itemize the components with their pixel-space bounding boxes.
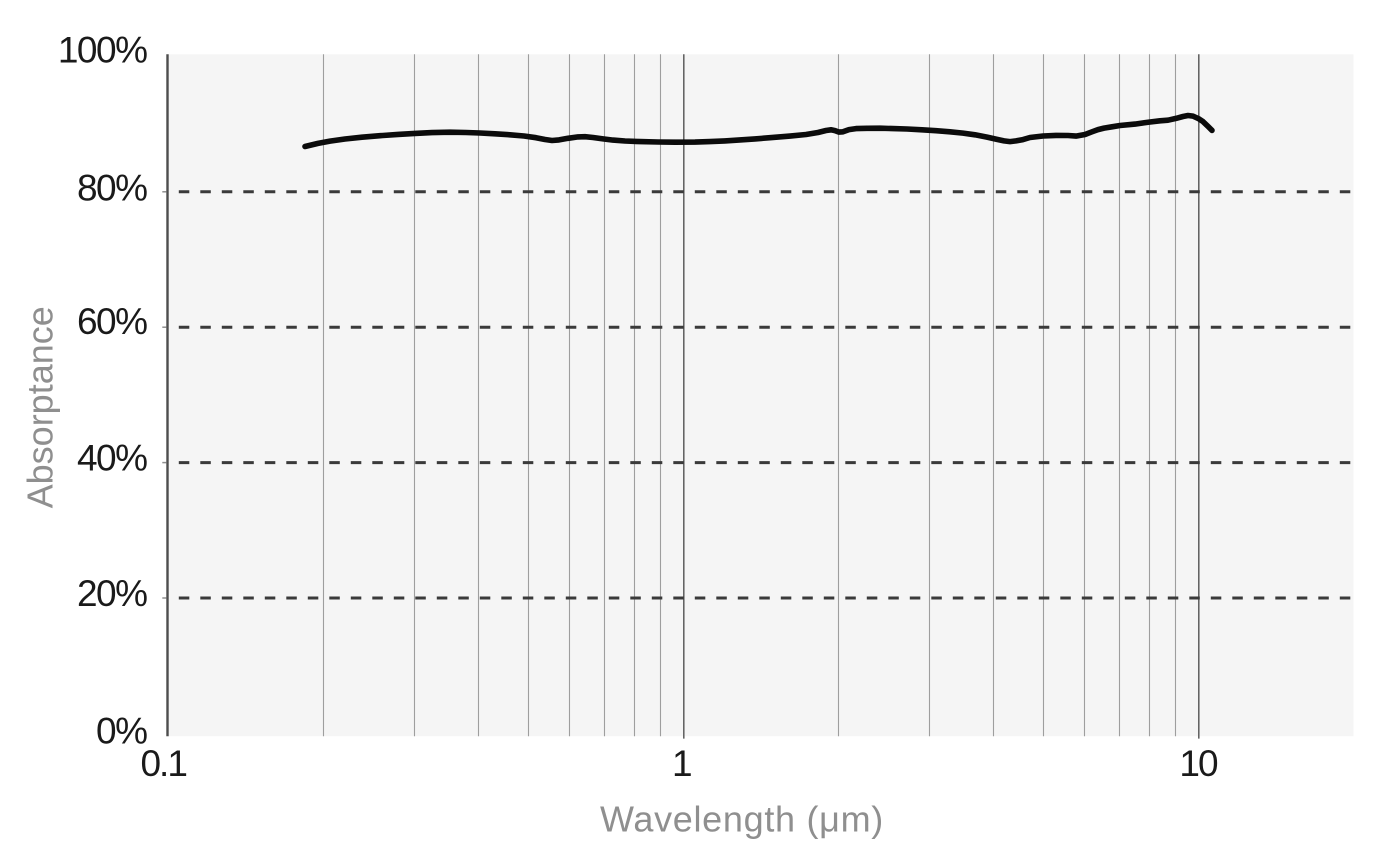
svg-text:60%: 60% bbox=[77, 301, 147, 342]
svg-text:10: 10 bbox=[1179, 743, 1218, 784]
svg-text:20%: 20% bbox=[77, 573, 147, 614]
svg-text:Absorptance: Absorptance bbox=[20, 306, 61, 508]
svg-text:1: 1 bbox=[672, 743, 691, 784]
svg-text:80%: 80% bbox=[77, 167, 147, 208]
svg-text:Wavelength (μm): Wavelength (μm) bbox=[600, 799, 884, 840]
svg-text:0%: 0% bbox=[96, 711, 147, 752]
svg-text:0.1: 0.1 bbox=[140, 743, 186, 784]
svg-text:40%: 40% bbox=[77, 438, 147, 479]
svg-text:100%: 100% bbox=[58, 29, 147, 70]
